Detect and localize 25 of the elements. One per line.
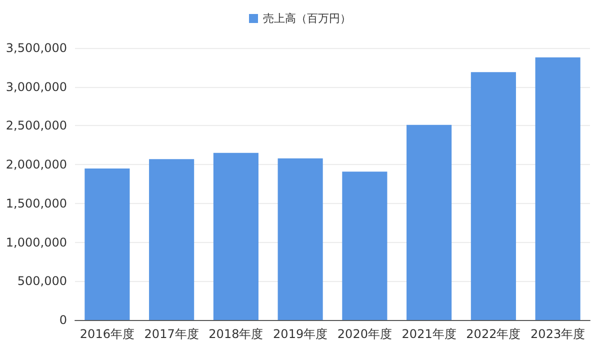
y-tick-label: 3,500,000 bbox=[6, 41, 67, 55]
x-tick-label: 2017年度 bbox=[144, 327, 199, 341]
x-tick-label: 2019年度 bbox=[273, 327, 328, 341]
bar bbox=[342, 172, 388, 320]
bar bbox=[535, 57, 580, 320]
y-tick-label: 2,000,000 bbox=[6, 158, 67, 172]
legend-label: 売上高（百万円） bbox=[263, 12, 351, 25]
y-tick-label: 3,000,000 bbox=[6, 80, 67, 94]
bar bbox=[149, 159, 194, 320]
x-tick-label: 2022年度 bbox=[466, 327, 521, 341]
y-tick-label: 0 bbox=[59, 313, 67, 327]
bar bbox=[84, 168, 130, 320]
bar bbox=[406, 124, 452, 320]
x-tick-label: 2023年度 bbox=[530, 327, 586, 341]
x-tick-label: 2016年度 bbox=[80, 327, 134, 341]
y-tick-label: 2,500,000 bbox=[6, 118, 67, 133]
bar bbox=[213, 152, 258, 320]
bar bbox=[278, 158, 323, 320]
y-tick-label: 500,000 bbox=[17, 274, 67, 288]
x-tick-label: 2020年度 bbox=[337, 327, 392, 341]
bar bbox=[470, 72, 516, 320]
y-tick-label: 1,000,000 bbox=[6, 235, 67, 250]
x-tick-label: 2021年度 bbox=[402, 327, 456, 341]
x-tick-label: 2018年度 bbox=[208, 327, 264, 341]
y-tick-label: 1,500,000 bbox=[6, 196, 67, 210]
